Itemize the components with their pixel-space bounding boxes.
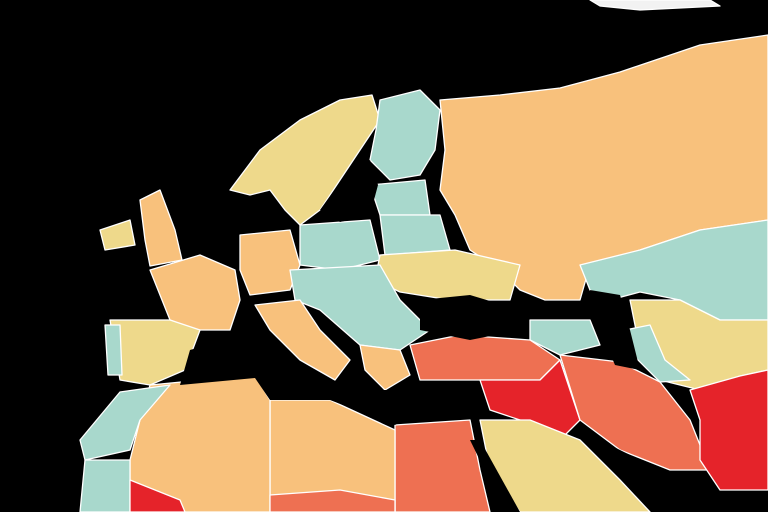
region-mali[interactable]: [129, 479, 186, 512]
region-greece[interactable]: [359, 344, 411, 391]
region-caucasus[interactable]: [529, 319, 601, 356]
region-france[interactable]: [149, 254, 241, 331]
red-sea: [470, 440, 520, 512]
region-syria-iraq[interactable]: [479, 359, 581, 441]
region-mauritania[interactable]: [79, 459, 131, 512]
caspian-sea: [590, 290, 640, 370]
persian-gulf: [600, 440, 660, 490]
region-poland[interactable]: [299, 219, 381, 271]
region-italy[interactable]: [254, 299, 351, 381]
region-finland[interactable]: [369, 89, 441, 181]
region-niger-chad[interactable]: [269, 489, 396, 512]
baltic-sea: [320, 160, 378, 222]
black-sea: [420, 295, 520, 340]
region-greenland-edge: [589, 0, 721, 11]
region-afghanistan-pakistan[interactable]: [689, 369, 768, 491]
region-uk[interactable]: [139, 189, 183, 267]
region-egypt[interactable]: [394, 419, 491, 512]
region-germany[interactable]: [239, 229, 301, 296]
region-belarus[interactable]: [379, 214, 451, 256]
mediterranean-sea: [180, 330, 420, 425]
region-baltics[interactable]: [369, 179, 431, 216]
region-ireland[interactable]: [99, 219, 136, 251]
region-portugal[interactable]: [104, 324, 123, 376]
region-scandinavia[interactable]: [229, 94, 381, 226]
